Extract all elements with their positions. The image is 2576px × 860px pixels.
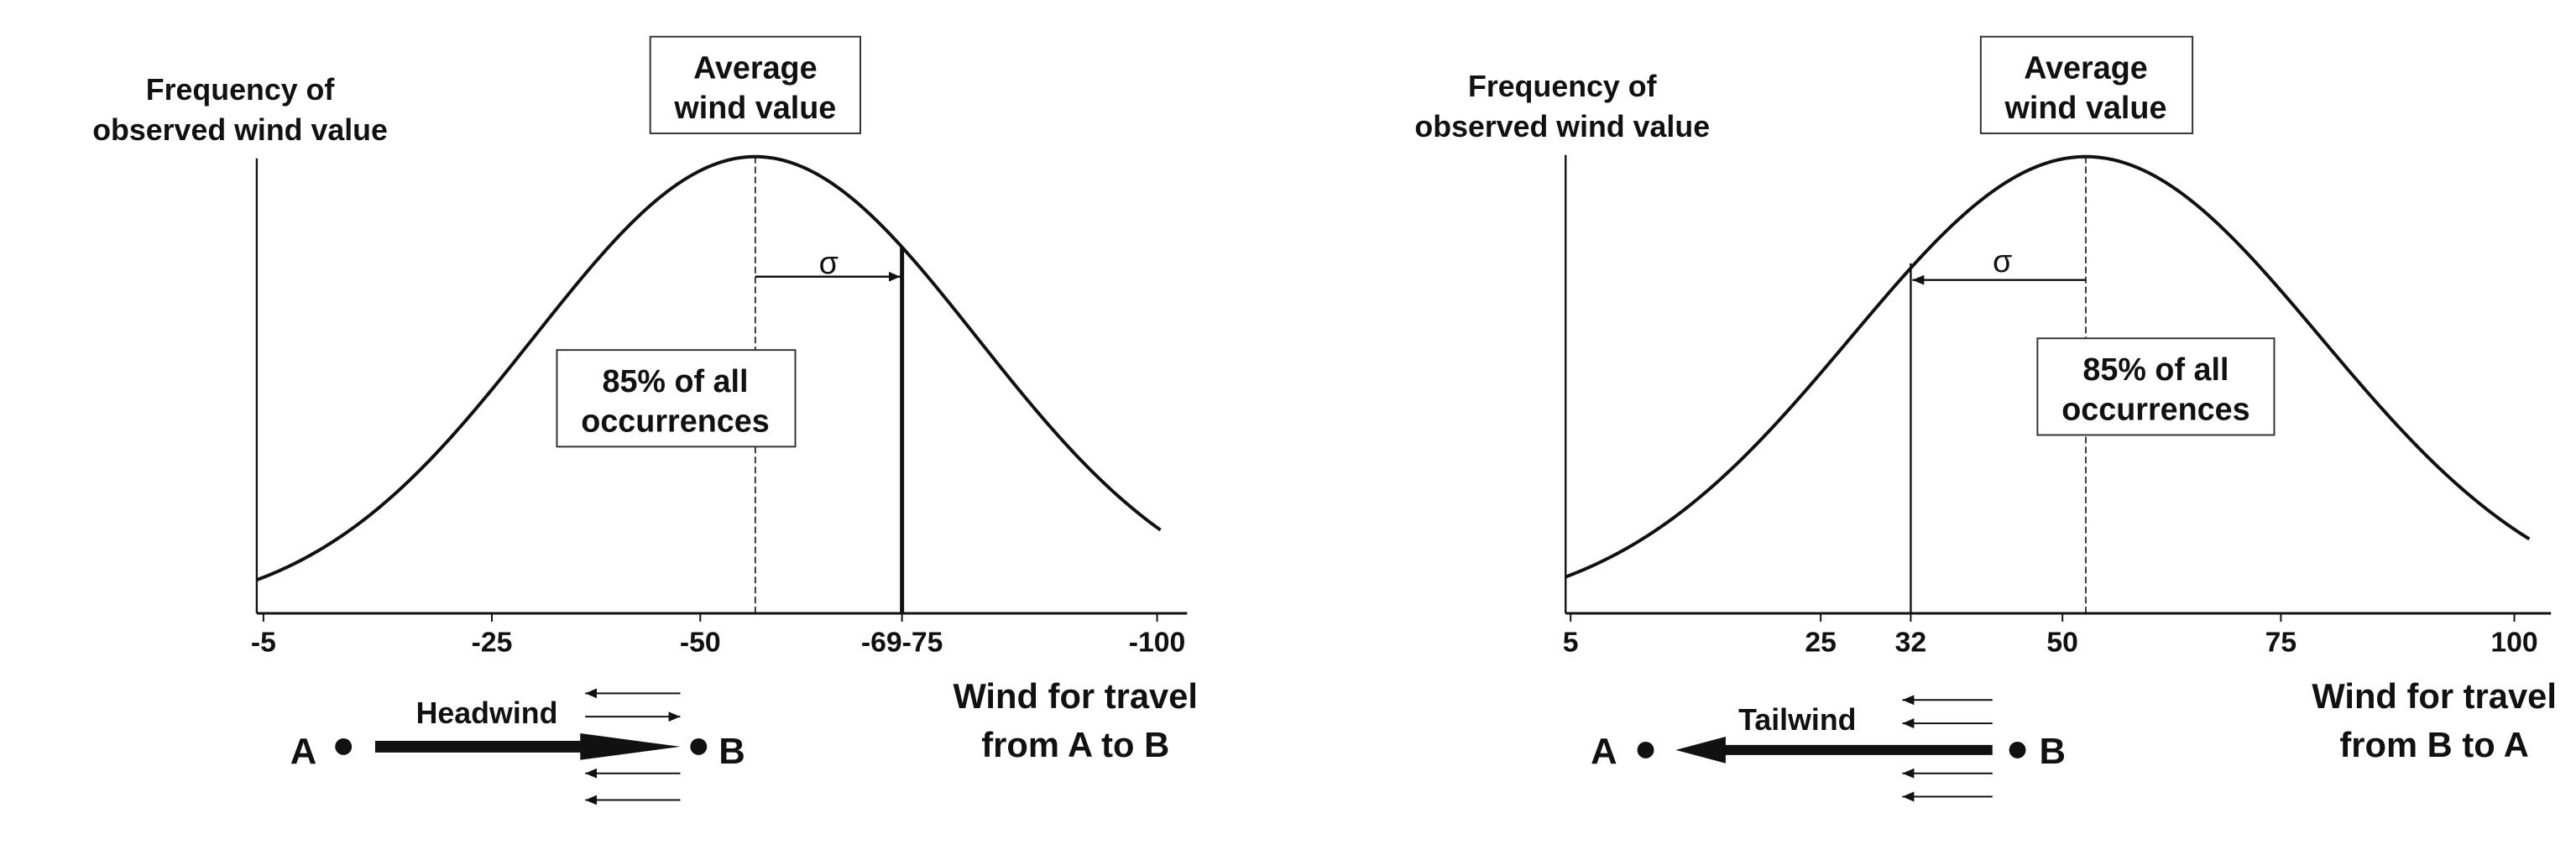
mean-label: wind value	[673, 90, 836, 125]
point-b-dot	[690, 738, 708, 755]
x-tick-label: -50	[680, 627, 721, 659]
x-label: from B to A	[2339, 725, 2528, 764]
x-ticks: -5 -25 -50 -69-75 -100	[251, 613, 1186, 659]
percent-label: occurrences	[581, 403, 769, 438]
point-a-dot	[1637, 741, 1654, 758]
distribution-curve	[1565, 154, 2531, 579]
wind-arrowhead	[580, 733, 681, 760]
percent-label: occurrences	[2061, 392, 2249, 427]
x-tick-label: -25	[472, 627, 513, 659]
x-tick-label: 32	[1895, 627, 1927, 659]
x-tick-label: 25	[1805, 627, 1837, 659]
x-ticks: 5 25 32 50 75 100	[1563, 613, 2538, 659]
point-a-dot	[335, 738, 353, 755]
mean-box	[1979, 35, 2194, 134]
point-b-dot	[2009, 741, 2026, 758]
wind-arrowhead	[1675, 736, 1726, 764]
x-label: from A to B	[981, 725, 1169, 764]
point-b: B	[718, 731, 745, 772]
x-tick-label: 75	[2265, 627, 2297, 659]
percent-label: 85% of all	[2082, 352, 2229, 387]
x-label: Wind for travel	[953, 676, 1198, 716]
mean-label: wind value	[2004, 90, 2167, 125]
distribution-curve	[256, 154, 1162, 582]
point-b: B	[2039, 731, 2066, 772]
x-tick-label: -69-75	[861, 627, 943, 659]
panel-right: σ Frequency of observed wind value Avera…	[1414, 35, 2557, 802]
sigma: σ	[819, 245, 839, 280]
y-label: Frequency of	[146, 73, 335, 107]
sigma: σ	[1993, 243, 2012, 279]
point-a: A	[1591, 731, 1617, 772]
percent-box	[556, 349, 797, 448]
panel-left: σ Frequency of observed wind value Avera…	[92, 35, 1198, 805]
point-a: A	[290, 731, 317, 772]
wind-label: Tailwind	[1738, 703, 1856, 737]
mean-label: Average	[2024, 50, 2148, 85]
x-tick-label: 100	[2490, 627, 2537, 659]
percent-box	[2036, 337, 2276, 436]
y-label: observed wind value	[92, 113, 388, 147]
wind-label: Headwind	[416, 696, 558, 730]
y-label: Frequency of	[1468, 70, 1657, 103]
x-tick-label: -100	[1129, 627, 1186, 659]
y-label: observed wind value	[1414, 110, 1710, 143]
percent-label: 85% of all	[602, 363, 748, 399]
mean-box	[649, 35, 861, 134]
x-label: Wind for travel	[2312, 676, 2557, 716]
x-tick-label: -5	[251, 627, 276, 659]
x-tick-label: 5	[1563, 627, 1579, 659]
mean-label: Average	[693, 50, 818, 85]
x-tick-label: 50	[2046, 627, 2078, 659]
